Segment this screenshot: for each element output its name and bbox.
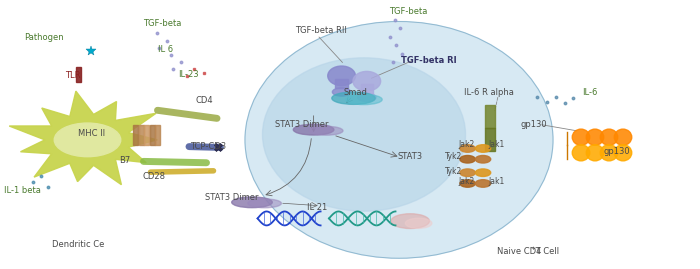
Text: TGF-beta: TGF-beta [389, 7, 428, 16]
Text: IL 21: IL 21 [307, 203, 327, 212]
Bar [485, 105, 495, 128]
Text: Tyk2: Tyk2 [444, 167, 462, 176]
Ellipse shape [245, 22, 553, 258]
Ellipse shape [55, 123, 120, 157]
Text: IL-6: IL-6 [582, 88, 598, 97]
Bar [144, 125, 149, 145]
Polygon shape [9, 91, 158, 185]
Ellipse shape [293, 124, 334, 135]
Text: STAT3: STAT3 [398, 152, 423, 161]
Bar [139, 125, 143, 145]
Bar [155, 125, 160, 145]
Ellipse shape [460, 145, 475, 152]
Ellipse shape [391, 214, 429, 229]
Text: T Cell: T Cell [533, 247, 559, 256]
Ellipse shape [614, 129, 631, 145]
Ellipse shape [573, 145, 589, 161]
Text: CD4: CD4 [195, 95, 213, 105]
Text: TGF-beta: TGF-beta [144, 19, 182, 28]
Bar [360, 84, 373, 94]
Ellipse shape [332, 92, 375, 104]
Text: Smad: Smad [343, 88, 367, 97]
Text: CD28: CD28 [143, 172, 166, 181]
Ellipse shape [601, 145, 617, 161]
Bar [133, 125, 138, 145]
Text: STAT3 Dimer: STAT3 Dimer [205, 193, 258, 202]
Text: TGF-beta RII: TGF-beta RII [295, 26, 347, 35]
Text: B7: B7 [119, 155, 130, 165]
Bar [76, 67, 80, 82]
Text: IL-23: IL-23 [178, 70, 198, 79]
Text: Naive CD4: Naive CD4 [497, 247, 541, 256]
Ellipse shape [475, 145, 491, 152]
Text: TLR: TLR [65, 71, 80, 80]
Text: Dendritic Ce: Dendritic Ce [52, 240, 105, 249]
Text: Tyk2: Tyk2 [444, 151, 462, 161]
Text: Pathogen: Pathogen [25, 33, 64, 42]
Text: +: + [530, 246, 535, 250]
Text: Jak1: Jak1 [488, 140, 504, 149]
Ellipse shape [460, 155, 475, 163]
Text: Jak2: Jak2 [458, 177, 475, 186]
Ellipse shape [587, 145, 603, 161]
Ellipse shape [475, 155, 491, 163]
Ellipse shape [614, 145, 631, 161]
Text: gp130: gp130 [520, 120, 547, 129]
Ellipse shape [332, 88, 351, 96]
Ellipse shape [328, 66, 356, 86]
Ellipse shape [248, 199, 281, 208]
Text: IL 6: IL 6 [158, 45, 173, 54]
Ellipse shape [262, 58, 466, 211]
Bar [150, 125, 155, 145]
Text: TCP-CD3: TCP-CD3 [190, 142, 227, 151]
Ellipse shape [573, 129, 589, 145]
Text: Jak1: Jak1 [488, 177, 504, 186]
Text: Jak2: Jak2 [458, 140, 475, 149]
Ellipse shape [475, 169, 491, 176]
Ellipse shape [587, 129, 603, 145]
Text: TGF-beta RI: TGF-beta RI [401, 56, 456, 65]
Text: IL-6 R alpha: IL-6 R alpha [464, 88, 514, 97]
Ellipse shape [601, 129, 617, 145]
Text: STAT3 Dimer: STAT3 Dimer [275, 120, 328, 129]
Ellipse shape [309, 126, 343, 135]
Ellipse shape [460, 180, 475, 187]
Ellipse shape [460, 169, 475, 176]
Bar [485, 128, 495, 151]
Ellipse shape [353, 71, 381, 91]
Ellipse shape [405, 218, 432, 228]
Text: gp130: gp130 [603, 147, 630, 157]
Ellipse shape [475, 180, 491, 187]
Ellipse shape [232, 197, 272, 208]
Text: IL-1 beta: IL-1 beta [4, 186, 41, 196]
Ellipse shape [346, 94, 382, 105]
Text: MHC II: MHC II [78, 129, 106, 138]
Bar [335, 79, 348, 88]
Ellipse shape [358, 93, 376, 101]
